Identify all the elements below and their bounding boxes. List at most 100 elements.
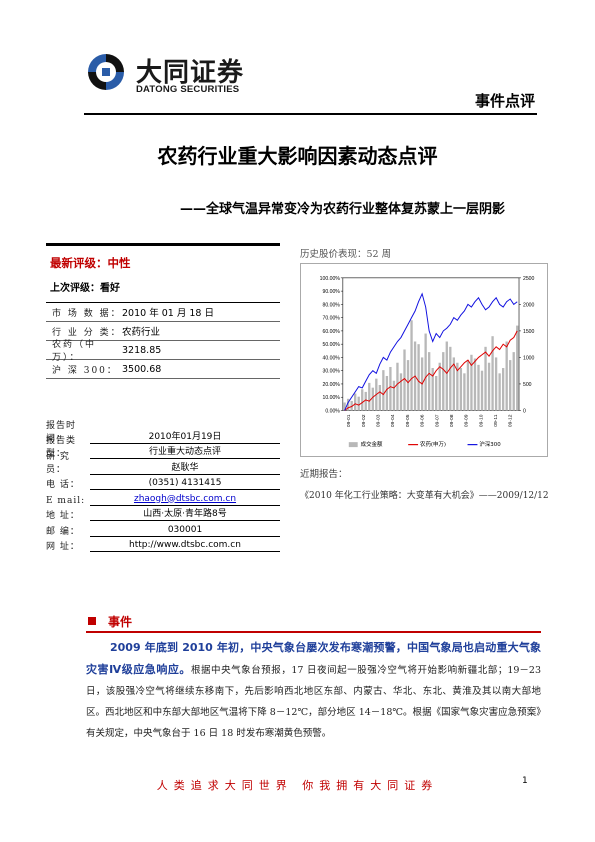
volume-bar [392, 380, 396, 411]
volume-bar [343, 402, 346, 411]
volume-bar [382, 370, 385, 411]
info-row: E mail: zhaogh@dtsbc.com.cn [46, 490, 280, 506]
y-left-tick-label: 50.00% [322, 342, 340, 348]
volume-bar [389, 366, 392, 411]
x-tick-label: 09-04 [390, 414, 396, 427]
datong-logo-icon [88, 54, 124, 90]
volume-bar [354, 393, 357, 411]
y-right-tick-label: 0 [523, 408, 526, 414]
chart-caption: 历史股价表现：52 周 [300, 249, 392, 260]
volume-bar [501, 368, 505, 411]
volume-bar [435, 375, 438, 411]
volume-bar [463, 373, 466, 411]
info-row: 电 话： (0351) 4131415 [46, 475, 280, 490]
volume-bar [512, 352, 515, 411]
volume-bar [466, 360, 470, 411]
section-lead: 2009 年底到 2010 年初，中央气象台屡次发布寒潮预警，中国气象局也启动重… [86, 641, 541, 676]
x-tick-label: 09-07 [434, 414, 440, 427]
volume-bar [399, 373, 403, 411]
volume-bar [498, 373, 501, 411]
volume-bar [385, 375, 389, 411]
rating-panel: 最新评级：中性 上次评级：看好 市 场 数 据： 2010 年 01 月 18 日… [46, 243, 280, 379]
price-chart: 0.00% 10.00% 20.00% 30.00% 40.00% 50.00% 60.00… [300, 263, 548, 457]
volume-bar [403, 349, 406, 411]
volume-bar [445, 341, 448, 411]
volume-bar [427, 352, 431, 411]
market-data-table: 市 场 数 据： 2010 年 01 月 18 日 行 业 分 类： 农药行业 农药… [46, 302, 280, 379]
volume-bar [442, 352, 445, 411]
x-tick-label: 09-06 [420, 414, 426, 427]
info-row: 地 址： 山西·太原·青年路8号 [46, 506, 280, 521]
volume-bar [480, 370, 484, 411]
info-row: 报告时间： 2010年01月19日 [46, 421, 280, 444]
y-left-tick-label: 100.00% [320, 276, 341, 282]
section-header: 事件 [86, 613, 541, 633]
report-title: 农药行业重大影响因素动态点评 [157, 144, 438, 168]
volume-bar [406, 360, 410, 411]
volume-bar [487, 362, 491, 411]
volume-bar [357, 396, 360, 411]
market-row: 沪 深 300： 3500.68 [46, 360, 280, 379]
y-left-tick-label: 10.00% [322, 395, 340, 401]
market-row: 行 业 分 类： 农药行业 [46, 322, 280, 341]
email-link[interactable]: zhaogh@dtsbc.com.cn [90, 494, 280, 506]
y-right-tick-label: 500 [523, 382, 532, 388]
volume-bar [364, 391, 367, 411]
document-type: 事件点评 [474, 92, 535, 110]
y-left-tick-label: 90.00% [322, 289, 340, 295]
info-row: 邮 编： 030001 [46, 521, 280, 537]
x-tick-label: 09-02 [361, 414, 367, 427]
volume-bar [452, 357, 455, 411]
plot-frame [342, 277, 520, 411]
volume-bar [505, 341, 508, 411]
website-link[interactable]: http://www.dtsbc.com.cn [90, 540, 280, 552]
volume-bar [396, 362, 399, 411]
x-tick-label: 09-10 [478, 414, 484, 427]
volume-bar [378, 385, 382, 411]
x-tick-label: 09-09 [464, 414, 470, 427]
y-left-tick-label: 40.00% [322, 355, 340, 361]
volume-bar [484, 346, 487, 411]
section-bullet-icon [88, 617, 96, 625]
footer-slogan: 人类追求大同世界 你我拥有大同证券 [156, 779, 439, 792]
legend-label: 成交金额 [361, 440, 383, 448]
recent-reports-label: 近期报告： [300, 469, 348, 480]
info-row: 网 址： http://www.dtsbc.com.cn [46, 537, 280, 552]
y-left-tick-label: 70.00% [322, 316, 340, 322]
y-left-tick-label: 80.00% [322, 302, 340, 308]
legend-label: 沪深300 [479, 440, 501, 448]
market-row: 农药（中万）： 3218.85 [46, 340, 280, 363]
y-right-tick-label: 1500 [523, 329, 535, 335]
market-row: 市 场 数 据： 2010 年 01 月 18 日 [46, 303, 280, 322]
volume-bar [431, 368, 434, 411]
volume-bar [494, 357, 498, 411]
section-body: 2009 年底到 2010 年初，中央气象台屡次发布寒潮预警，中国气象局也启动重… [86, 637, 541, 744]
y-left-tick-label: 60.00% [322, 329, 340, 335]
brand-name-cn: 大同证券 [136, 58, 245, 88]
csi300-line [344, 292, 518, 411]
legend-label: 农药(申万) [420, 440, 446, 448]
x-tick-label: 09-05 [405, 414, 411, 427]
section-text: 根据中央气象台预报，17 日夜间起一股强冷空气将开始影响新疆北部；19－23 日… [86, 665, 541, 739]
volume-bar [473, 358, 477, 411]
x-tick-label: 09-12 [508, 414, 514, 427]
previous-rating: 上次评级：看好 [50, 283, 120, 294]
current-rating: 最新评级：中性 [50, 256, 131, 270]
x-tick-label: 09-08 [449, 414, 455, 427]
volume-bar [371, 387, 374, 411]
volume-bar [516, 325, 519, 411]
y-right-tick-label: 1000 [523, 355, 535, 361]
volume-bar [410, 320, 413, 411]
volume-bar [417, 344, 420, 411]
volume-bar [449, 346, 452, 411]
brand-name-en: DATONG SECURITIES [136, 84, 240, 95]
info-row: 报告类型： 行业重大动态点评 [46, 436, 280, 459]
recent-report-link[interactable]: 《2010 年化工行业策略：大变革有大机会》——2009/12/12 [300, 491, 549, 501]
x-tick-label: 09-03 [376, 414, 382, 427]
section-title: 事件 [108, 615, 133, 629]
y-left-tick-label: 20.00% [322, 382, 340, 388]
y-right-tick-label: 2500 [523, 276, 535, 282]
volume-bar [361, 389, 364, 411]
x-tick-label: 09-11 [493, 414, 499, 427]
volume-bar [424, 333, 427, 411]
